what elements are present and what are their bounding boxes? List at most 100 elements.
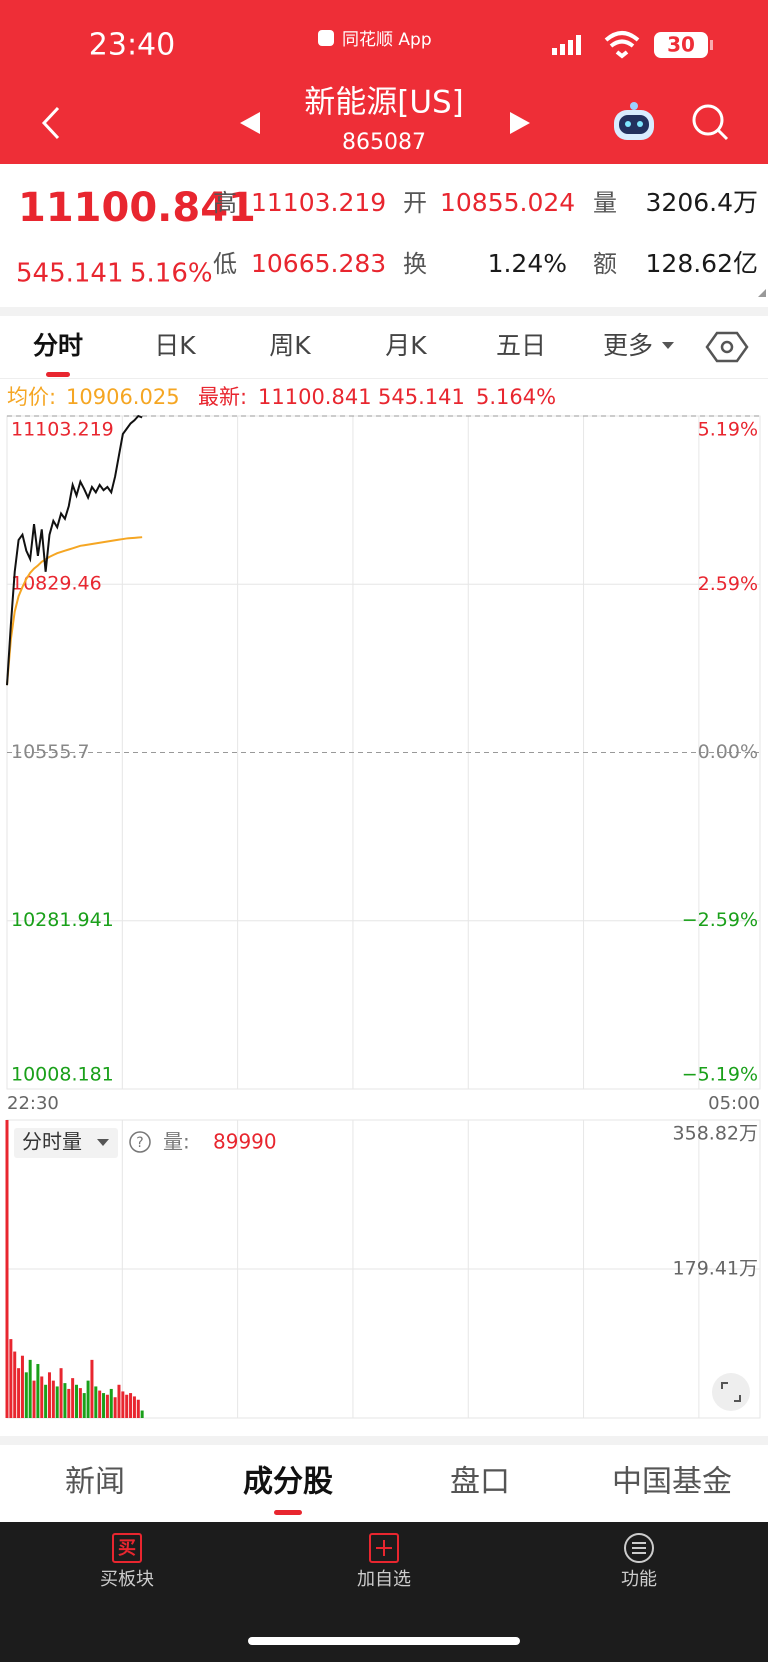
y-tick-label: 10829.46 [11, 573, 102, 595]
bottom-tab[interactable]: 盘口 [450, 1465, 510, 1500]
app-icon [318, 30, 334, 46]
tab[interactable]: 日K [154, 331, 196, 360]
volume-bar [136, 1399, 140, 1418]
y-tick-label: 358.82万 [673, 1123, 758, 1145]
quote-price: 11100.841 [18, 185, 256, 231]
volume-bar [132, 1396, 136, 1418]
field-value: 11103.219 [251, 188, 386, 217]
volume-bar [140, 1410, 144, 1418]
tab[interactable]: 分时 [33, 331, 83, 360]
avg-label: 均价: [7, 385, 56, 409]
y-tick-label: 11103.219 [11, 419, 114, 441]
volume-bar [94, 1386, 98, 1418]
volume-selector-label: 分时量 [22, 1130, 82, 1154]
volume-bar [36, 1364, 40, 1418]
volume-bar [125, 1394, 129, 1418]
buy-icon-text: 买 [118, 1538, 136, 1559]
settings-button[interactable] [705, 331, 749, 363]
volume-bar [28, 1359, 32, 1418]
quote-change-pct: 5.16% [130, 259, 213, 289]
volume-label: 量: [163, 1130, 190, 1154]
volume-bar [67, 1388, 71, 1418]
tab[interactable]: 五日 [496, 331, 546, 360]
charts: 11103.219 10829.46 10555.7 10281.941 10008.1… [5, 414, 761, 1419]
volume-bar [75, 1384, 79, 1418]
back-button[interactable] [41, 106, 60, 140]
buy-icon[interactable] [112, 1533, 142, 1563]
battery-icon [654, 32, 708, 58]
price-line [6, 536, 143, 686]
tab[interactable]: 月K [385, 331, 427, 360]
y2-tick-label: 0.00% [698, 741, 758, 763]
price-line [6, 414, 143, 686]
tab-indicator [46, 372, 70, 377]
volume-bar [105, 1394, 109, 1418]
avg-value: 10906.025 [66, 385, 180, 409]
tab[interactable]: 周K [269, 331, 311, 360]
assistant-button[interactable] [614, 102, 654, 140]
toolbar-label[interactable]: 买板块 [100, 1569, 154, 1590]
field-label: 开 [403, 189, 427, 217]
signal-icon [552, 35, 581, 55]
search-button[interactable] [692, 104, 729, 141]
volume-bar [40, 1376, 44, 1418]
function-icon[interactable] [624, 1533, 654, 1563]
expand-corner [758, 289, 766, 297]
bottom-tab-indicator [274, 1510, 302, 1515]
volume-bar [24, 1372, 28, 1418]
battery-level: 30 [667, 33, 695, 57]
field-label: 额 [593, 250, 617, 278]
toolbar-label[interactable]: 功能 [621, 1569, 657, 1590]
y2-tick-label: −2.59% [682, 909, 758, 931]
volume-bar [63, 1383, 67, 1418]
volume-bar [98, 1390, 102, 1418]
volume-bar [13, 1351, 17, 1418]
next-button[interactable] [510, 112, 530, 134]
volume-bar [59, 1368, 63, 1418]
y-tick-label: 10008.181 [11, 1064, 114, 1086]
header-code: 865087 [342, 130, 426, 155]
battery-tip [710, 40, 713, 50]
volume-bar [51, 1380, 55, 1418]
volume-bar [86, 1380, 90, 1418]
field-label: 高 [213, 189, 237, 217]
toolbar-label[interactable]: 加自选 [357, 1569, 411, 1590]
y-tick-label: 179.41万 [673, 1258, 758, 1280]
volume-bar [113, 1397, 117, 1418]
field-value: 3206.4万 [646, 188, 758, 217]
volume-bar [121, 1391, 125, 1418]
latest-value: 11100.841 [258, 385, 372, 409]
latest-change: 545.141 [378, 385, 465, 409]
bottom-tab[interactable]: 中国基金 [612, 1465, 732, 1500]
selector-dropdown-icon [97, 1139, 109, 1146]
add-icon[interactable] [369, 1533, 399, 1563]
volume-selector[interactable] [14, 1128, 118, 1158]
home-indicator [248, 1637, 520, 1645]
wifi-icon [604, 31, 640, 59]
y2-tick-label: 5.19% [698, 419, 758, 441]
field-value: 128.62亿 [646, 249, 758, 278]
separator [0, 307, 768, 316]
field-value: 10855.024 [440, 188, 575, 217]
tab-dropdown-icon [662, 342, 674, 349]
header-title: 新能源[US] [304, 85, 464, 121]
field-value: 1.24% [488, 249, 567, 278]
help-icon[interactable] [129, 1131, 151, 1153]
separator [0, 1436, 768, 1445]
fullscreen-button[interactable] [712, 1373, 750, 1411]
volume-bar [71, 1378, 75, 1418]
x-tick-label: 05:00 [708, 1093, 760, 1114]
bottom-tab[interactable]: 成分股 [243, 1465, 333, 1500]
bottom-tab[interactable]: 新闻 [65, 1465, 125, 1500]
tab[interactable]: 更多 [603, 331, 653, 360]
volume-bar [5, 1120, 9, 1418]
volume-bar [47, 1372, 51, 1418]
y-tick-label: 10555.7 [11, 741, 90, 763]
volume-bar [17, 1368, 21, 1418]
volume-bar [20, 1355, 24, 1418]
prev-button[interactable] [240, 112, 260, 134]
status-app: 同花顺 App [342, 30, 432, 50]
volume-bar [55, 1386, 59, 1418]
quote-change: 545.141 [16, 259, 124, 289]
